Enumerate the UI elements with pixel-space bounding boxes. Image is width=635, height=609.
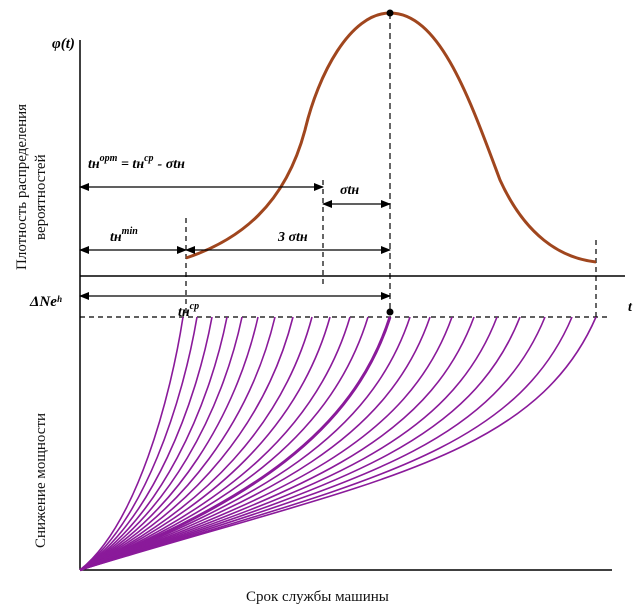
t-opt-formula: tнopm = tнcp - σtн [88,153,185,172]
phi-label: φ(t) [52,36,75,52]
wear-curve [79,316,259,571]
wear-curve-mean [79,316,392,572]
wear-curve [79,316,431,571]
sigma-label: σtн [340,183,359,198]
power-axis-title: Снижение мощности [33,413,49,548]
density-curve [185,11,597,264]
wear-curve [79,316,351,571]
wear-curve [79,316,213,571]
wear-curve [79,316,573,571]
wear-curve [79,316,243,571]
wear-curve [79,316,411,571]
wear-curve [79,316,276,571]
wear-curve [79,316,546,571]
wear-curve [79,316,198,571]
density-peak-point [386,9,394,17]
wear-curve [79,316,313,571]
wear-curve [79,316,331,571]
t-right-label: t [628,300,633,315]
wear-curve [79,316,228,571]
t-min-label: tнmin [110,226,138,245]
wear-curve [79,316,498,571]
density-axis-title-line2: вероятностей [33,154,49,240]
wear-curve [79,316,453,571]
delta-ne-label: ΔNeʰ [29,294,62,310]
wear-curve [79,316,294,571]
density-axis-title-line1: Плотность распределения [14,104,30,270]
wear-curve [79,316,521,571]
wear-curve [79,316,369,571]
t-cp-label: tнcp [178,301,199,320]
wear-curve [79,316,184,571]
wear-curves [79,316,597,572]
wear-curve [79,316,475,571]
three-sigma-label: 3 σtн [277,230,308,245]
x-axis-title: Срок службы машины [246,589,389,605]
wear-curve [79,316,597,571]
mean-wear-point [386,308,394,316]
